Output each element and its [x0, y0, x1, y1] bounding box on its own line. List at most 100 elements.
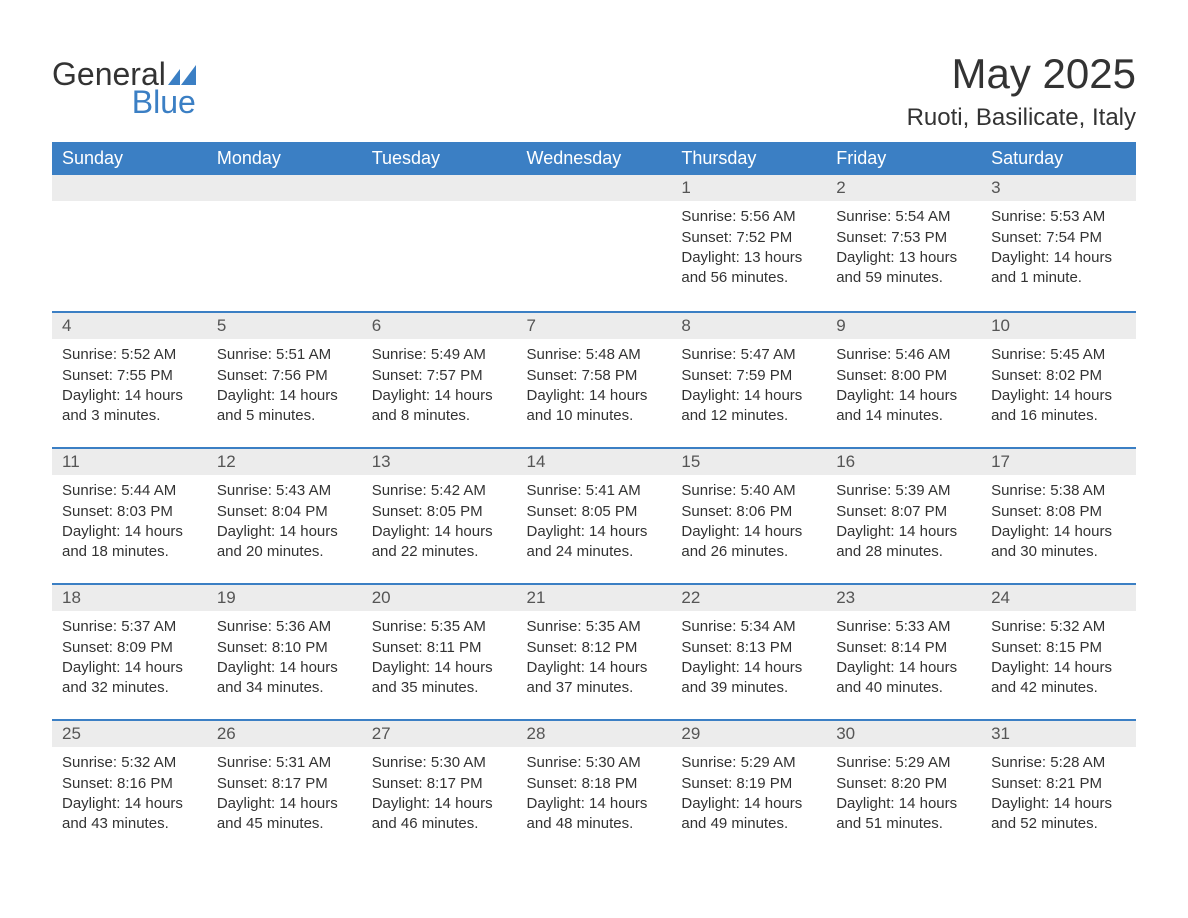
empty-day-bar	[362, 175, 517, 201]
sunset-text: Sunset: 8:00 PM	[836, 366, 971, 386]
sunrise-text: Sunrise: 5:35 AM	[527, 617, 662, 637]
day-number: 14	[517, 447, 672, 475]
day-cell: 13Sunrise: 5:42 AMSunset: 8:05 PMDayligh…	[362, 447, 517, 583]
sunrise-text: Sunrise: 5:30 AM	[372, 753, 507, 773]
sunset-text: Sunset: 8:06 PM	[681, 502, 816, 522]
day-content: Sunrise: 5:34 AMSunset: 8:13 PMDaylight:…	[671, 611, 826, 702]
day-cell: 19Sunrise: 5:36 AMSunset: 8:10 PMDayligh…	[207, 583, 362, 719]
month-title: May 2025	[907, 50, 1136, 98]
day-number: 4	[52, 311, 207, 339]
sunrise-text: Sunrise: 5:33 AM	[836, 617, 971, 637]
day-number: 26	[207, 719, 362, 747]
day-cell: 6Sunrise: 5:49 AMSunset: 7:57 PMDaylight…	[362, 311, 517, 447]
day-number: 23	[826, 583, 981, 611]
day-cell: 28Sunrise: 5:30 AMSunset: 8:18 PMDayligh…	[517, 719, 672, 855]
sunset-text: Sunset: 7:57 PM	[372, 366, 507, 386]
logo-icon	[168, 58, 196, 80]
daylight-text: Daylight: 14 hours and 24 minutes.	[527, 522, 662, 561]
sunset-text: Sunset: 8:04 PM	[217, 502, 352, 522]
day-header-thursday: Thursday	[671, 142, 826, 175]
week-row: 1Sunrise: 5:56 AMSunset: 7:52 PMDaylight…	[52, 175, 1136, 311]
day-number: 13	[362, 447, 517, 475]
day-content: Sunrise: 5:56 AMSunset: 7:52 PMDaylight:…	[671, 201, 826, 292]
day-cell: 20Sunrise: 5:35 AMSunset: 8:11 PMDayligh…	[362, 583, 517, 719]
daylight-text: Daylight: 14 hours and 43 minutes.	[62, 794, 197, 833]
day-number: 22	[671, 583, 826, 611]
day-header-row: SundayMondayTuesdayWednesdayThursdayFrid…	[52, 142, 1136, 175]
day-content: Sunrise: 5:36 AMSunset: 8:10 PMDaylight:…	[207, 611, 362, 702]
day-content: Sunrise: 5:30 AMSunset: 8:17 PMDaylight:…	[362, 747, 517, 838]
day-number: 1	[671, 175, 826, 201]
day-number: 8	[671, 311, 826, 339]
day-cell: 8Sunrise: 5:47 AMSunset: 7:59 PMDaylight…	[671, 311, 826, 447]
day-header-tuesday: Tuesday	[362, 142, 517, 175]
sunset-text: Sunset: 8:12 PM	[527, 638, 662, 658]
day-number: 10	[981, 311, 1136, 339]
empty-day-bar	[207, 175, 362, 201]
day-number: 2	[826, 175, 981, 201]
sunrise-text: Sunrise: 5:42 AM	[372, 481, 507, 501]
day-content: Sunrise: 5:53 AMSunset: 7:54 PMDaylight:…	[981, 201, 1136, 292]
day-number: 16	[826, 447, 981, 475]
day-number: 19	[207, 583, 362, 611]
day-number: 3	[981, 175, 1136, 201]
sunset-text: Sunset: 8:18 PM	[527, 774, 662, 794]
day-cell: 31Sunrise: 5:28 AMSunset: 8:21 PMDayligh…	[981, 719, 1136, 855]
sunset-text: Sunset: 8:14 PM	[836, 638, 971, 658]
day-number: 24	[981, 583, 1136, 611]
day-cell: 9Sunrise: 5:46 AMSunset: 8:00 PMDaylight…	[826, 311, 981, 447]
day-content: Sunrise: 5:42 AMSunset: 8:05 PMDaylight:…	[362, 475, 517, 566]
daylight-text: Daylight: 14 hours and 45 minutes.	[217, 794, 352, 833]
day-cell: 22Sunrise: 5:34 AMSunset: 8:13 PMDayligh…	[671, 583, 826, 719]
day-content: Sunrise: 5:47 AMSunset: 7:59 PMDaylight:…	[671, 339, 826, 430]
day-content: Sunrise: 5:35 AMSunset: 8:11 PMDaylight:…	[362, 611, 517, 702]
sunset-text: Sunset: 8:10 PM	[217, 638, 352, 658]
sunset-text: Sunset: 7:58 PM	[527, 366, 662, 386]
sunset-text: Sunset: 8:20 PM	[836, 774, 971, 794]
sunset-text: Sunset: 8:08 PM	[991, 502, 1126, 522]
day-header-sunday: Sunday	[52, 142, 207, 175]
daylight-text: Daylight: 14 hours and 46 minutes.	[372, 794, 507, 833]
day-cell: 16Sunrise: 5:39 AMSunset: 8:07 PMDayligh…	[826, 447, 981, 583]
day-content: Sunrise: 5:46 AMSunset: 8:00 PMDaylight:…	[826, 339, 981, 430]
sunrise-text: Sunrise: 5:38 AM	[991, 481, 1126, 501]
header: General Blue May 2025 Ruoti, Basilicate,…	[52, 50, 1136, 132]
sunrise-text: Sunrise: 5:45 AM	[991, 345, 1126, 365]
sunset-text: Sunset: 8:21 PM	[991, 774, 1126, 794]
sunset-text: Sunset: 7:54 PM	[991, 228, 1126, 248]
sunset-text: Sunset: 7:56 PM	[217, 366, 352, 386]
day-content: Sunrise: 5:32 AMSunset: 8:16 PMDaylight:…	[52, 747, 207, 838]
sunset-text: Sunset: 7:55 PM	[62, 366, 197, 386]
sunrise-text: Sunrise: 5:47 AM	[681, 345, 816, 365]
day-number: 30	[826, 719, 981, 747]
sunset-text: Sunset: 8:02 PM	[991, 366, 1126, 386]
week-row: 18Sunrise: 5:37 AMSunset: 8:09 PMDayligh…	[52, 583, 1136, 719]
day-cell	[207, 175, 362, 311]
day-number: 9	[826, 311, 981, 339]
day-content: Sunrise: 5:29 AMSunset: 8:19 PMDaylight:…	[671, 747, 826, 838]
daylight-text: Daylight: 14 hours and 51 minutes.	[836, 794, 971, 833]
sunrise-text: Sunrise: 5:56 AM	[681, 207, 816, 227]
sunset-text: Sunset: 8:05 PM	[372, 502, 507, 522]
day-number: 15	[671, 447, 826, 475]
sunrise-text: Sunrise: 5:34 AM	[681, 617, 816, 637]
daylight-text: Daylight: 14 hours and 3 minutes.	[62, 386, 197, 425]
daylight-text: Daylight: 14 hours and 40 minutes.	[836, 658, 971, 697]
daylight-text: Daylight: 14 hours and 34 minutes.	[217, 658, 352, 697]
sunrise-text: Sunrise: 5:49 AM	[372, 345, 507, 365]
empty-day-bar	[52, 175, 207, 201]
day-number: 5	[207, 311, 362, 339]
daylight-text: Daylight: 14 hours and 26 minutes.	[681, 522, 816, 561]
day-cell: 27Sunrise: 5:30 AMSunset: 8:17 PMDayligh…	[362, 719, 517, 855]
daylight-text: Daylight: 14 hours and 28 minutes.	[836, 522, 971, 561]
sunset-text: Sunset: 8:15 PM	[991, 638, 1126, 658]
day-cell	[517, 175, 672, 311]
sunset-text: Sunset: 8:19 PM	[681, 774, 816, 794]
sunrise-text: Sunrise: 5:51 AM	[217, 345, 352, 365]
sunrise-text: Sunrise: 5:29 AM	[681, 753, 816, 773]
day-content: Sunrise: 5:45 AMSunset: 8:02 PMDaylight:…	[981, 339, 1136, 430]
title-block: May 2025 Ruoti, Basilicate, Italy	[907, 50, 1136, 132]
day-cell	[52, 175, 207, 311]
sunset-text: Sunset: 8:09 PM	[62, 638, 197, 658]
daylight-text: Daylight: 14 hours and 1 minute.	[991, 248, 1126, 287]
